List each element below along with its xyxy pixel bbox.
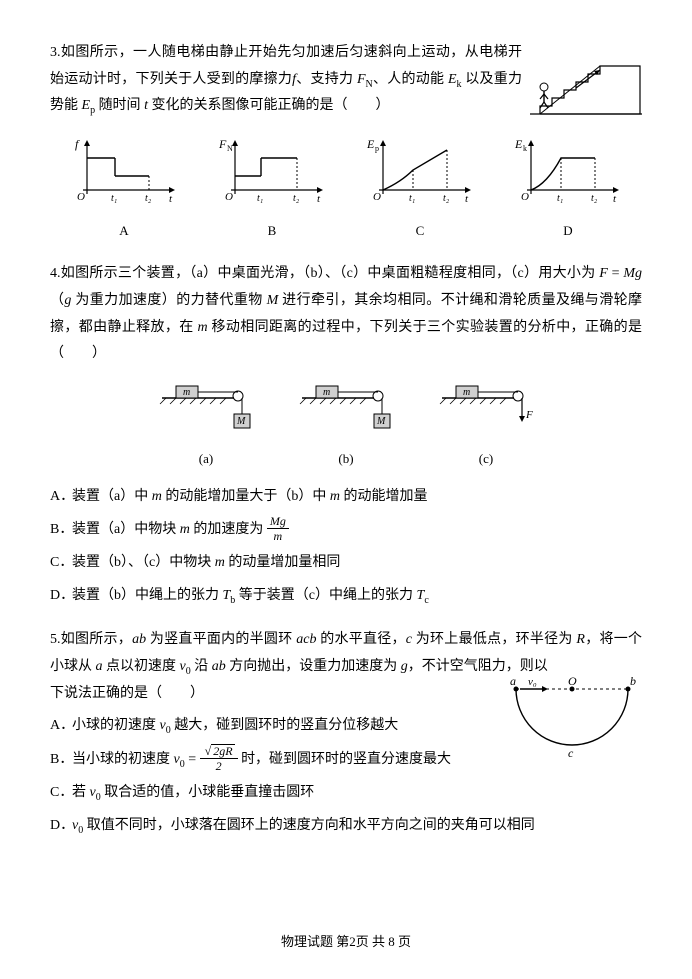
svg-text:b: b xyxy=(630,675,636,688)
svg-text:O: O xyxy=(373,191,381,203)
graph-c: E p O t t₁ t₂ C xyxy=(365,134,475,243)
svg-text:t₁: t₁ xyxy=(409,193,415,204)
svg-text:k: k xyxy=(523,144,527,153)
device-c: m F (c) xyxy=(436,380,536,472)
graph-d-label: D xyxy=(513,219,623,244)
semicircle-figure: a O b c v₀ xyxy=(502,675,642,771)
q4-b-text: 装置（a）中物块 m 的加速度为 Mgm xyxy=(72,522,289,537)
device-b-label: (b) xyxy=(296,447,396,472)
graph-b-label: B xyxy=(217,219,327,244)
q4-d-text: 装置（b）中绳上的张力 Tb 等于装置（c）中绳上的张力 Tc xyxy=(72,588,429,603)
device-b: m M (b) xyxy=(296,380,396,472)
question-4: 4.如图所示三个装置，（a）中桌面光滑，（b）、（c）中桌面粗糙程度相同，（c）… xyxy=(50,261,642,609)
device-a-label: (a) xyxy=(156,447,256,472)
q5-c-text: 若 v0 取合适的值，小球能垂直撞击圆环 xyxy=(72,785,314,800)
svg-text:E: E xyxy=(514,137,523,151)
svg-text:f: f xyxy=(75,137,80,151)
svg-text:E: E xyxy=(366,137,375,151)
graph-b: F N O t t₁ t₂ B xyxy=(217,134,327,243)
q5-option-d: D．v0 取值不同时，小球落在圆环上的速度方向和水平方向之间的夹角可以相同 xyxy=(50,813,642,840)
question-5: 5.如图所示，ab 为竖直平面内的半圆环 acb 的水平直径，c 为环上最低点，… xyxy=(50,627,642,839)
q5-d-text: v0 取值不同时，小球落在圆环上的速度方向和水平方向之间的夹角可以相同 xyxy=(72,818,535,833)
graph-a: f O t t₁ t₂ A xyxy=(69,134,179,243)
escalator-figure xyxy=(530,40,642,133)
page-footer: 物理试题 第2页 共 8 页 xyxy=(0,930,692,955)
q4-option-a: A．装置（a）中 m 的动能增加量大于（b）中 m 的动能增加量 xyxy=(50,484,642,511)
svg-text:p: p xyxy=(375,144,379,153)
svg-text:F: F xyxy=(525,409,533,421)
svg-text:F: F xyxy=(218,137,227,151)
q5-text-p1: 5.如图所示，ab 为竖直平面内的半圆环 acb 的水平直径，c 为环上最低点，… xyxy=(50,627,642,680)
device-a: m M (a) xyxy=(156,380,256,472)
svg-text:t: t xyxy=(169,193,173,204)
svg-text:t₂: t₂ xyxy=(443,193,450,204)
svg-text:t: t xyxy=(613,193,617,204)
svg-text:O: O xyxy=(521,191,529,203)
svg-text:t₁: t₁ xyxy=(557,193,563,204)
svg-text:O: O xyxy=(77,191,85,203)
devices-row: m M (a) m xyxy=(50,380,642,472)
svg-text:t: t xyxy=(465,193,469,204)
graph-a-label: A xyxy=(69,219,179,244)
svg-text:M: M xyxy=(376,416,386,427)
svg-text:t₁: t₁ xyxy=(111,193,117,204)
graph-c-label: C xyxy=(365,219,475,244)
q5-option-c: C．若 v0 取合适的值，小球能垂直撞击圆环 xyxy=(50,780,642,807)
graph-d: E k O t t₁ t₂ D xyxy=(513,134,623,243)
svg-text:N: N xyxy=(227,144,233,153)
q4-prefix: 4.如图所示三个装置，（a）中桌面光滑，（b）、（c）中桌面粗糙程度相同，（c）… xyxy=(50,266,599,281)
svg-text:M: M xyxy=(236,416,246,427)
svg-text:c: c xyxy=(568,746,574,760)
svg-text:m: m xyxy=(323,387,330,398)
q4-option-d: D．装置（b）中绳上的张力 Tb 等于装置（c）中绳上的张力 Tc xyxy=(50,583,642,610)
svg-text:t₂: t₂ xyxy=(591,193,598,204)
svg-text:t₁: t₁ xyxy=(257,193,263,204)
svg-text:t: t xyxy=(317,193,321,204)
q4-a-text: 装置（a）中 m 的动能增加量大于（b）中 m 的动能增加量 xyxy=(72,489,427,504)
q5-b-text: 当小球的初速度 v0 = 2gR2 时，碰到圆环时的竖直分速度最大 xyxy=(72,752,451,767)
q4-c-text: 装置（b）、（c）中物块 m 的动量增加量相同 xyxy=(72,555,340,570)
q4-suffix: 的力替代重物 M 进行牵引，其余均相同。不计绳和滑轮质量及绳与滑轮摩擦，都由静止… xyxy=(50,293,642,361)
svg-text:t₂: t₂ xyxy=(293,193,300,204)
graphs-row: f O t t₁ t₂ A F N O xyxy=(50,134,642,243)
svg-text:O: O xyxy=(568,675,577,688)
svg-text:t₂: t₂ xyxy=(145,193,152,204)
q5-a-text: 小球的初速度 v0 越大，碰到圆环时的竖直分位移越大 xyxy=(72,718,398,733)
device-c-label: (c) xyxy=(436,447,536,472)
svg-text:m: m xyxy=(183,387,190,398)
q4-option-c: C．装置（b）、（c）中物块 m 的动量增加量相同 xyxy=(50,550,642,577)
q4-text: 4.如图所示三个装置，（a）中桌面光滑，（b）、（c）中桌面粗糙程度相同，（c）… xyxy=(50,261,642,367)
svg-text:m: m xyxy=(463,387,470,398)
q4-option-b: B．装置（a）中物块 m 的加速度为 Mgm xyxy=(50,517,642,544)
svg-text:O: O xyxy=(225,191,233,203)
question-3: 3.如图所示，一人随电梯由静止开始先匀加速后匀速斜向上运动，从电梯开始运动计时，… xyxy=(50,40,642,243)
